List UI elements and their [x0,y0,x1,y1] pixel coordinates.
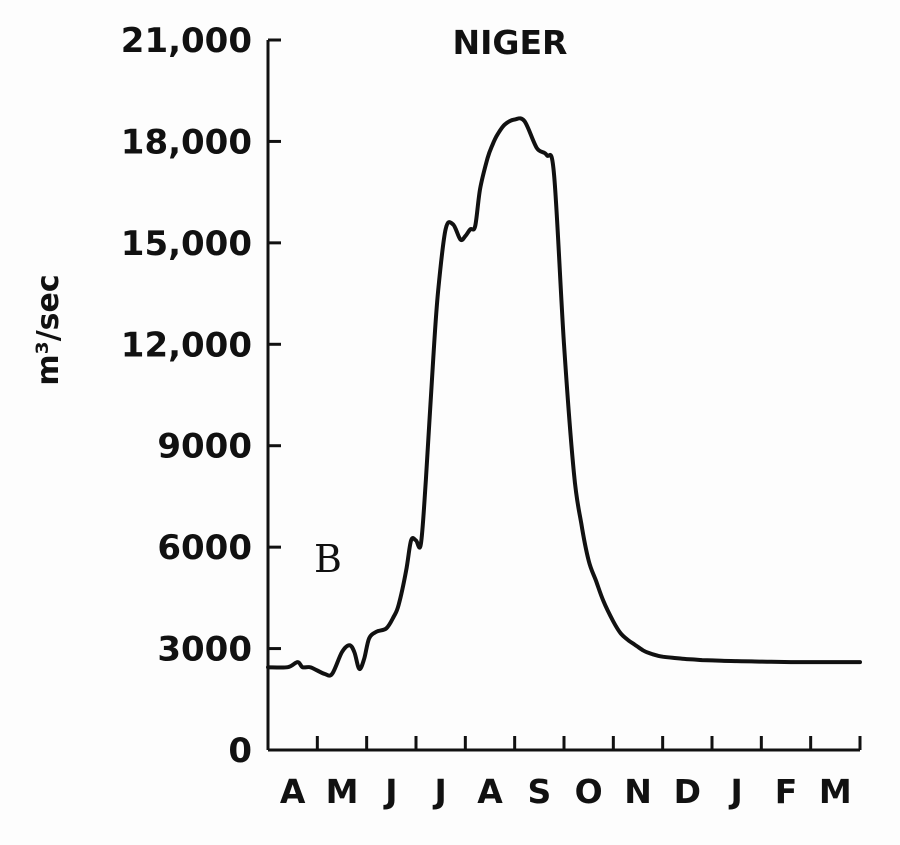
data-point [711,660,712,661]
data-point [628,640,629,641]
x-tick-label: S [527,772,551,811]
data-point [536,148,537,149]
data-point [445,229,446,230]
data-point [309,667,310,668]
plot-area [266,116,862,678]
data-point [790,662,791,663]
y-axis-label: m³/sec [31,274,66,385]
data-point [554,175,555,176]
data-point [475,225,476,226]
data-point [524,121,525,122]
data-point [324,673,325,674]
x-tick-label: J [729,772,743,811]
x-tick-label: N [624,772,652,811]
data-point [354,651,355,652]
y-tick-label: 18,000 [121,122,252,162]
data-point [480,188,481,189]
data-point [642,650,643,651]
data-point [341,651,342,652]
data-point [317,670,318,671]
data-point [504,124,505,125]
x-tick-label: J [383,772,397,811]
data-point [613,621,614,622]
x-tick-label: F [775,772,798,811]
discharge-series-line [266,116,862,678]
data-point [297,662,298,663]
data-point [859,662,860,663]
data-point [393,616,394,617]
data-point [635,645,636,646]
x-tick-label: A [280,772,306,811]
data-point [465,236,466,237]
data-point [721,660,722,661]
data-point [563,344,564,345]
data-point [682,658,683,659]
x-tick-label: A [477,772,503,811]
data-point [652,654,653,655]
data-point [810,662,811,663]
chart-title: NIGER [453,23,568,62]
data-point [332,673,333,674]
data-point [386,628,387,629]
x-tick-label: M [326,772,359,811]
data-point [376,631,377,632]
y-tick-label: 15,000 [121,224,252,264]
data-point [487,158,488,159]
y-axis: 0 3000 6000 9000 12,000 15,000 18,000 21,000 [121,21,281,771]
data-point [647,652,648,653]
data-point [433,357,434,358]
data-point [364,658,365,659]
y-tick-label: 21,000 [121,21,252,61]
y-tick-label: 9000 [157,427,252,467]
data-point [736,661,737,662]
data-point [415,540,416,541]
data-point [546,154,547,155]
data-point [672,657,673,658]
data-point [751,661,752,662]
data-point [581,523,582,524]
data-point [492,144,493,145]
y-tick-label: 6000 [157,528,252,568]
data-point [657,655,658,656]
data-point [425,479,426,480]
data-point [588,560,589,561]
data-point [573,472,574,473]
data-point [603,601,604,602]
data-point [438,290,439,291]
data-point [835,662,836,663]
y-tick-label: 3000 [157,630,252,670]
data-point [460,239,461,240]
data-point [406,570,407,571]
data-point [497,134,498,135]
data-point [302,667,303,668]
data-point [359,668,360,669]
y-tick-label: 0 [228,731,252,771]
data-point [349,645,350,646]
data-point [267,667,268,668]
x-tick-label: J [433,772,447,811]
data-point [702,660,703,661]
data-point [514,119,515,120]
data-point [662,656,663,657]
data-point [411,540,412,541]
panel-label: B [314,537,342,581]
x-tick-label: D [674,772,701,811]
x-tick-label: M [819,772,852,811]
data-point [771,661,772,662]
data-point [470,229,471,230]
data-point [369,638,370,639]
y-tick-label: 12,000 [121,325,252,365]
data-point [287,667,288,668]
data-point [692,659,693,660]
x-tick-label: O [575,772,603,811]
data-point [420,543,421,544]
data-point [596,580,597,581]
data-point [398,604,399,605]
data-point [452,224,453,225]
data-point [620,633,621,634]
